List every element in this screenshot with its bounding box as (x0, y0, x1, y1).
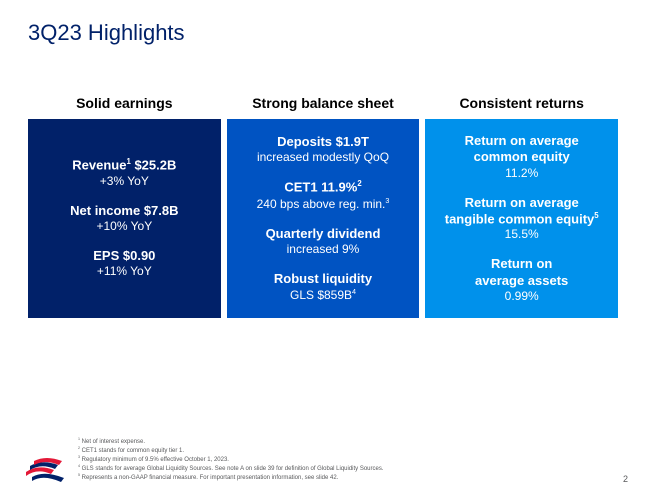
footnote: 3 Regulatory minimum of 9.5% effective O… (78, 455, 384, 464)
metric-sub: increased modestly QoQ (235, 150, 412, 165)
metric-title: Deposits $1.9T (235, 134, 412, 150)
metric: Quarterly dividend increased 9% (235, 226, 412, 257)
metric-sub: 15.5% (433, 227, 610, 242)
footnote: 1 Net of interest expense. (78, 437, 384, 446)
footnote: 2 CET1 stands for common equity tier 1. (78, 446, 384, 455)
metric: Revenue1 $25.2B +3% YoY (36, 157, 213, 189)
card-balance-sheet: Deposits $1.9T increased modestly QoQ CE… (227, 119, 420, 318)
metric-title: Net income $7.8B (36, 203, 213, 219)
column-returns: Consistent returns Return on averagecomm… (425, 95, 618, 318)
metric-title: CET1 11.9%2 (235, 179, 412, 196)
metric: Return onaverage assets 0.99% (433, 256, 610, 304)
metric-title: Return on averagecommon equity (433, 133, 610, 166)
metric: Robust liquidity GLS $859B4 (235, 271, 412, 303)
bofa-logo-icon (24, 454, 68, 482)
page-number: 2 (623, 474, 628, 484)
column-header: Strong balance sheet (227, 95, 420, 119)
card-returns: Return on averagecommon equity 11.2% Ret… (425, 119, 618, 318)
metric-sub: 11.2% (433, 166, 610, 181)
column-header: Consistent returns (425, 95, 618, 119)
columns-container: Solid earnings Revenue1 $25.2B +3% YoY N… (28, 95, 618, 318)
footnote: 4 GLS stands for average Global Liquidit… (78, 464, 384, 473)
column-earnings: Solid earnings Revenue1 $25.2B +3% YoY N… (28, 95, 221, 318)
footnote: 5 Represents a non-GAAP financial measur… (78, 473, 384, 482)
metric: CET1 11.9%2 240 bps above reg. min.3 (235, 179, 412, 212)
metric-title: Return onaverage assets (433, 256, 610, 289)
metric-sub: 0.99% (433, 289, 610, 304)
metric: EPS $0.90 +11% YoY (36, 248, 213, 279)
metric-sub: increased 9% (235, 242, 412, 257)
metric-title: Quarterly dividend (235, 226, 412, 242)
metric: Return on averagecommon equity 11.2% (433, 133, 610, 181)
column-header: Solid earnings (28, 95, 221, 119)
card-earnings: Revenue1 $25.2B +3% YoY Net income $7.8B… (28, 119, 221, 318)
footnotes: 1 Net of interest expense. 2 CET1 stands… (78, 437, 384, 482)
column-balance-sheet: Strong balance sheet Deposits $1.9T incr… (227, 95, 420, 318)
metric-title: Robust liquidity (235, 271, 412, 287)
metric: Return on averagetangible common equity5… (433, 195, 610, 243)
page-title: 3Q23 Highlights (28, 20, 185, 46)
metric-sub: GLS $859B4 (235, 287, 412, 303)
metric-title: EPS $0.90 (36, 248, 213, 264)
metric: Deposits $1.9T increased modestly QoQ (235, 134, 412, 165)
metric-title: Return on averagetangible common equity5 (433, 195, 610, 228)
metric-sub: +11% YoY (36, 264, 213, 279)
metric-sub: 240 bps above reg. min.3 (235, 196, 412, 212)
metric: Net income $7.8B +10% YoY (36, 203, 213, 234)
metric-title: Revenue1 $25.2B (36, 157, 213, 174)
metric-sub: +10% YoY (36, 219, 213, 234)
metric-sub: +3% YoY (36, 174, 213, 189)
